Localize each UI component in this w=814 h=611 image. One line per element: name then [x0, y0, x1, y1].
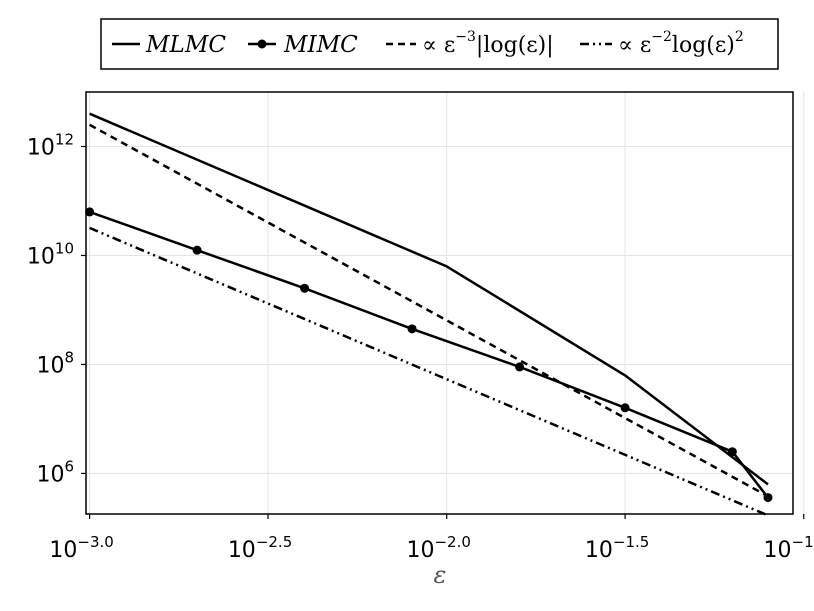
- y-tick-base: 10: [27, 244, 55, 269]
- x-tick-label: 10−1.5: [585, 533, 649, 563]
- x-tick-label: 10−1.0: [764, 533, 814, 563]
- series-line-3: [89, 226, 769, 517]
- legend-entry-eps3: ∝ ε−3|log(ε)|: [386, 29, 554, 58]
- legend-eps2-suffix: log(ε): [672, 33, 735, 58]
- y-tick-exp: 12: [55, 130, 74, 148]
- legend-label-eps3: ∝ ε−3|log(ε)|: [422, 29, 554, 58]
- series-line-2: [88, 123, 769, 498]
- grid: [86, 92, 805, 514]
- y-tick-label: 1010: [27, 239, 74, 269]
- data-point-1-4: [515, 362, 525, 372]
- x-tick-exp: −1.5: [613, 533, 649, 551]
- y-tick-exp: 6: [64, 457, 74, 475]
- legend-entry-mimc: MIMC: [248, 32, 358, 58]
- x-tick-exp: −2.5: [256, 533, 292, 551]
- legend-entry-eps2: ∝ ε−2log(ε)2: [580, 29, 744, 58]
- x-tick-label: 10−2.5: [228, 533, 292, 563]
- legend-box: [100, 18, 779, 70]
- x-axis-label: ε: [434, 561, 447, 589]
- legend-label-mlmc: MLMC: [145, 32, 226, 58]
- legend-entry-mlmc: MLMC: [112, 32, 226, 58]
- series-layer: [85, 112, 773, 517]
- y-tick-base: 10: [27, 135, 55, 160]
- x-tick-base: 10: [228, 538, 256, 563]
- y-tick-exp: 10: [55, 239, 74, 257]
- legend-eps3-sup: −3: [455, 29, 476, 45]
- x-tick-label: 10−2.0: [406, 533, 470, 563]
- y-tick-label: 108: [36, 348, 74, 378]
- x-tick-base: 10: [585, 538, 613, 563]
- data-point-1-5: [620, 403, 630, 413]
- series-line-0: [89, 112, 769, 486]
- legend: MLMC MIMC ∝ ε−3|log(ε)| ∝ ε−2log(ε)2: [100, 18, 779, 70]
- legend-marker-mimc: [257, 39, 267, 49]
- y-tick-base: 10: [36, 353, 64, 378]
- y-tick-label: 106: [36, 457, 74, 487]
- ticks: 10−3.010−2.510−2.010−1.510−1.01061081010…: [27, 130, 814, 563]
- x-tick-base: 10: [49, 538, 77, 563]
- x-tick-exp: −3.0: [77, 533, 113, 551]
- data-point-1-3: [407, 324, 417, 334]
- legend-label-eps2: ∝ ε−2log(ε)2: [618, 29, 744, 58]
- y-tick-label: 1012: [27, 130, 74, 160]
- x-tick-base: 10: [406, 538, 434, 563]
- x-tick-label: 10−3.0: [49, 533, 113, 563]
- data-point-1-0: [85, 207, 95, 217]
- legend-label-mimc: MIMC: [283, 32, 358, 58]
- legend-eps2-sup2: 2: [735, 29, 744, 45]
- data-point-1-6: [727, 447, 737, 457]
- y-tick-exp: 8: [64, 348, 74, 366]
- data-point-1-1: [192, 245, 202, 255]
- x-tick-exp: −2.0: [434, 533, 470, 551]
- series-line-1: [89, 210, 769, 499]
- y-tick-base: 10: [36, 462, 64, 487]
- legend-eps2-sup: −2: [651, 29, 672, 45]
- x-tick-exp: −1.0: [792, 533, 814, 551]
- data-point-1-2: [300, 283, 310, 293]
- legend-eps2-prefix: ∝ ε: [618, 33, 651, 58]
- plot-frame: [85, 91, 794, 515]
- legend-eps3-prefix: ∝ ε: [422, 33, 455, 58]
- x-tick-base: 10: [764, 538, 792, 563]
- legend-eps3-suffix: |log(ε)|: [476, 33, 554, 58]
